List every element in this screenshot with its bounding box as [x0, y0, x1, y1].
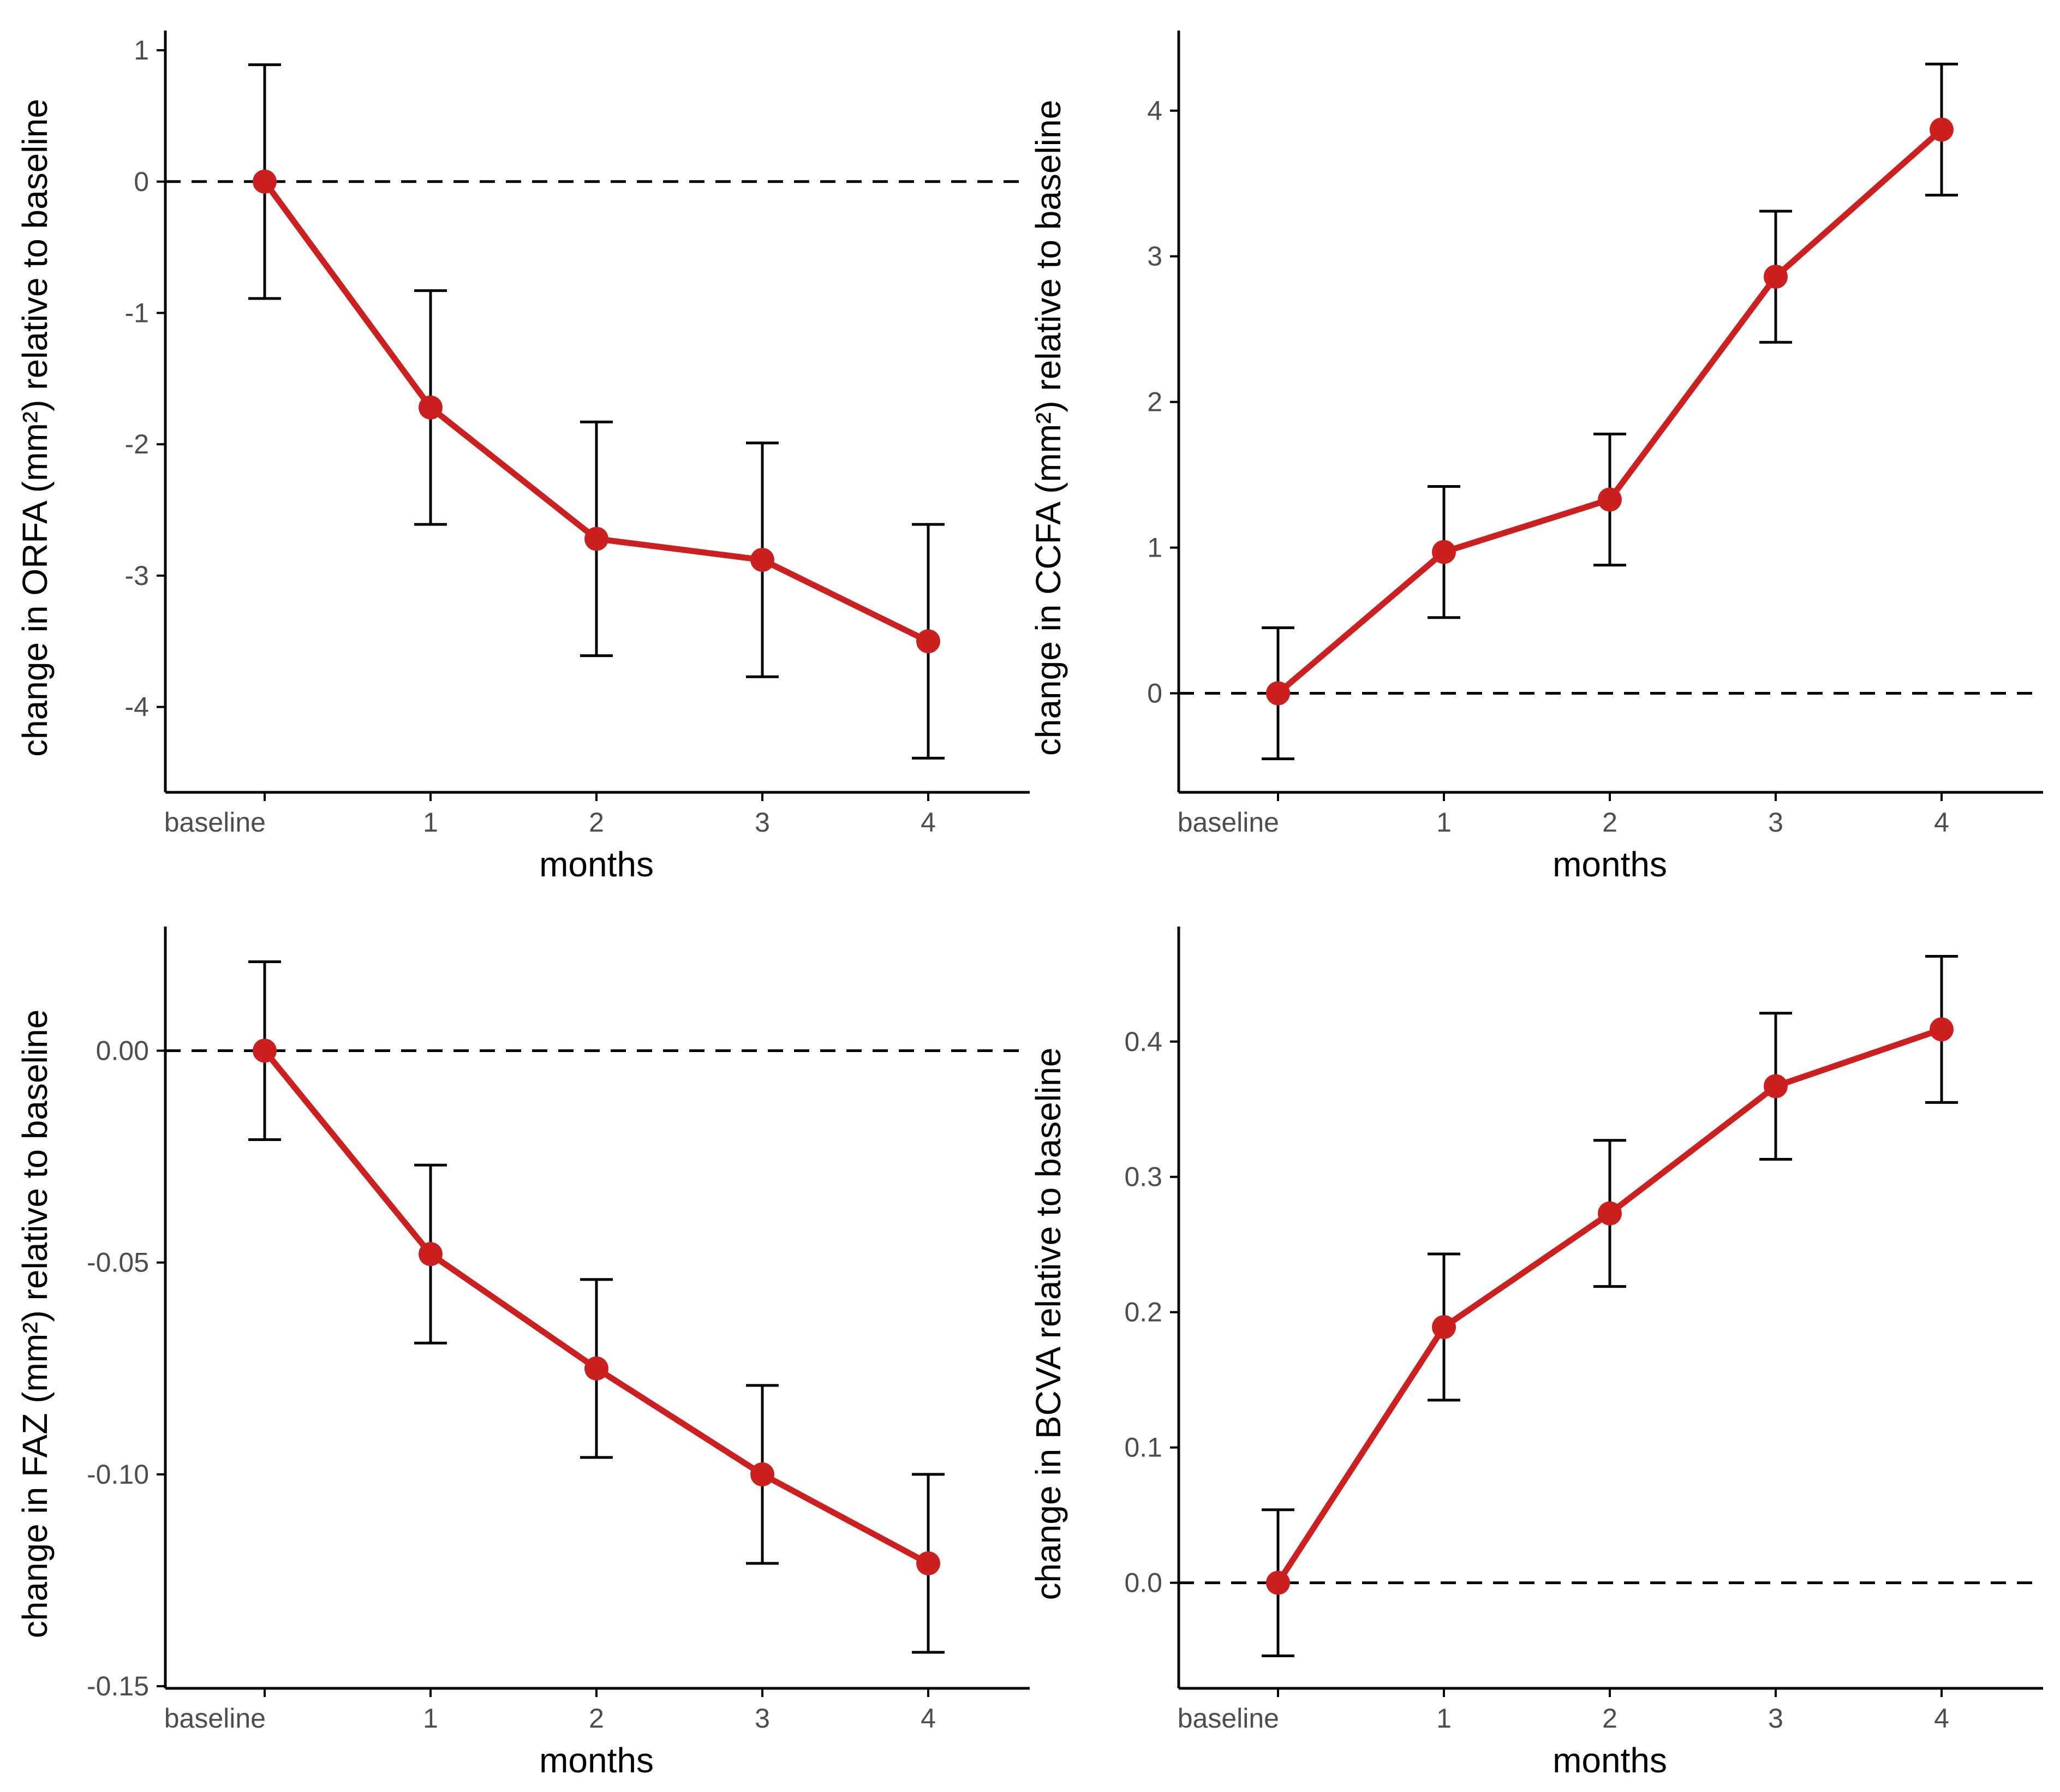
chart-panel-faz: 0.00 -0.05 -0.10 -0.15 baseline 1 2 3 4 months cha…	[0, 896, 1030, 1792]
chart-panel-bcva: 0.4 0.3 0.2 0.1 0.0 baseline 1 2 3 4 months change …	[1013, 896, 2060, 1792]
data-point	[1930, 117, 1954, 142]
x-tick-label: 2	[1602, 1703, 1617, 1734]
chart-ccfa: 4 3 2 1 0 baseline 1 2 3 4 months change in CCFA (m…	[1029, 31, 2043, 884]
y-tick-label: -1	[125, 297, 149, 328]
y-tick-label: 0.0	[1124, 1568, 1162, 1598]
chart-panel-orfa: 1 0 -1 -2 -3 -4 baseline 1 2 3 4 months change in OR…	[0, 0, 1030, 896]
x-tick-label: 1	[423, 1703, 438, 1734]
chart-bcva: 0.4 0.3 0.2 0.1 0.0 baseline 1 2 3 4 months change …	[1029, 927, 2043, 1780]
x-tick-label: 4	[921, 807, 936, 838]
x-tick-label: 3	[755, 1703, 770, 1734]
data-point	[1432, 1315, 1456, 1339]
y-tick-label: 0.4	[1124, 1026, 1162, 1057]
y-axis-title: change in FAZ (mm²) relative to baseline	[15, 1010, 55, 1638]
data-point	[1764, 1074, 1788, 1098]
x-tick-label: 1	[1436, 1703, 1452, 1734]
y-tick-label: 1	[1147, 533, 1162, 563]
y-axis-title: change in ORFA (mm²) relative to baselin…	[15, 99, 55, 757]
y-axis-title: change in BCVA relative to baseline	[1029, 1048, 1068, 1600]
x-axis-title: months	[539, 845, 654, 884]
y-tick-label: 0.00	[96, 1035, 149, 1066]
x-tick-label: 2	[589, 1703, 604, 1734]
x-tick-label: 3	[1768, 807, 1783, 838]
data-point	[1266, 1570, 1290, 1595]
data-point	[1266, 681, 1290, 706]
data-point	[1930, 1017, 1954, 1042]
x-tick-label: 3	[755, 807, 770, 838]
data-point	[750, 1462, 774, 1486]
series-line-bcva	[1275, 1026, 1945, 1586]
x-axis-title: months	[1553, 1741, 1667, 1780]
x-tick-label: 3	[1768, 1703, 1783, 1734]
y-tick-label: 0.1	[1124, 1432, 1162, 1463]
y-tick-label: -0.10	[87, 1459, 149, 1490]
y-tick-label: 0	[134, 166, 149, 197]
x-tick-label: 4	[921, 1703, 936, 1734]
y-tick-label: 3	[1147, 241, 1162, 272]
y-tick-label: -0.05	[87, 1247, 149, 1278]
data-point	[916, 629, 940, 654]
x-tick-label: baseline	[164, 1703, 266, 1734]
y-tick-label: 0	[1147, 678, 1162, 708]
y-axis-title: change in CCFA (mm²) relative to baselin…	[1029, 100, 1068, 756]
x-tick-label: 1	[423, 807, 438, 838]
data-point	[584, 1356, 608, 1381]
series-line-ccfa	[1275, 127, 1945, 696]
data-point	[419, 1242, 443, 1267]
data-point	[1764, 265, 1788, 289]
data-point	[1598, 1201, 1622, 1226]
x-axis-title: months	[539, 1741, 654, 1780]
data-point	[916, 1551, 940, 1575]
data-point	[584, 527, 608, 551]
data-point	[1598, 487, 1622, 512]
x-tick-label: 2	[589, 807, 604, 838]
chart-faz: 0.00 -0.05 -0.10 -0.15 baseline 1 2 3 4 months cha…	[15, 927, 1030, 1780]
data-point	[253, 1038, 277, 1063]
y-tick-label: -3	[125, 560, 149, 591]
y-tick-label: 1	[134, 35, 149, 65]
x-tick-label: baseline	[1178, 807, 1279, 838]
x-tick-label: 4	[1934, 1703, 1949, 1734]
y-tick-label: -0.15	[87, 1671, 149, 1701]
x-tick-label: 2	[1602, 807, 1617, 838]
x-tick-label: 1	[1436, 807, 1452, 838]
data-point	[1432, 540, 1456, 564]
y-tick-label: 0.3	[1124, 1162, 1162, 1192]
x-tick-label: baseline	[1178, 1703, 1279, 1734]
data-point	[750, 547, 774, 572]
data-point	[253, 169, 277, 194]
y-tick-label: 4	[1147, 95, 1162, 126]
x-axis-title: months	[1553, 845, 1667, 884]
y-tick-label: -2	[125, 429, 149, 459]
y-tick-label: 0.2	[1124, 1297, 1162, 1328]
y-tick-label: 2	[1147, 387, 1162, 417]
data-point	[419, 395, 443, 420]
y-tick-label: -4	[125, 692, 149, 722]
chart-orfa: 1 0 -1 -2 -3 -4 baseline 1 2 3 4 months change in OR…	[15, 31, 1030, 884]
x-tick-label: baseline	[164, 807, 266, 838]
chart-panel-ccfa: 4 3 2 1 0 baseline 1 2 3 4 months change in CCFA (m…	[1013, 0, 2060, 896]
x-tick-label: 4	[1934, 807, 1949, 838]
